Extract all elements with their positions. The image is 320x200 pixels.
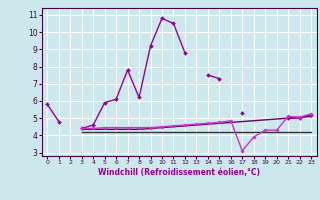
X-axis label: Windchill (Refroidissement éolien,°C): Windchill (Refroidissement éolien,°C): [98, 168, 260, 177]
